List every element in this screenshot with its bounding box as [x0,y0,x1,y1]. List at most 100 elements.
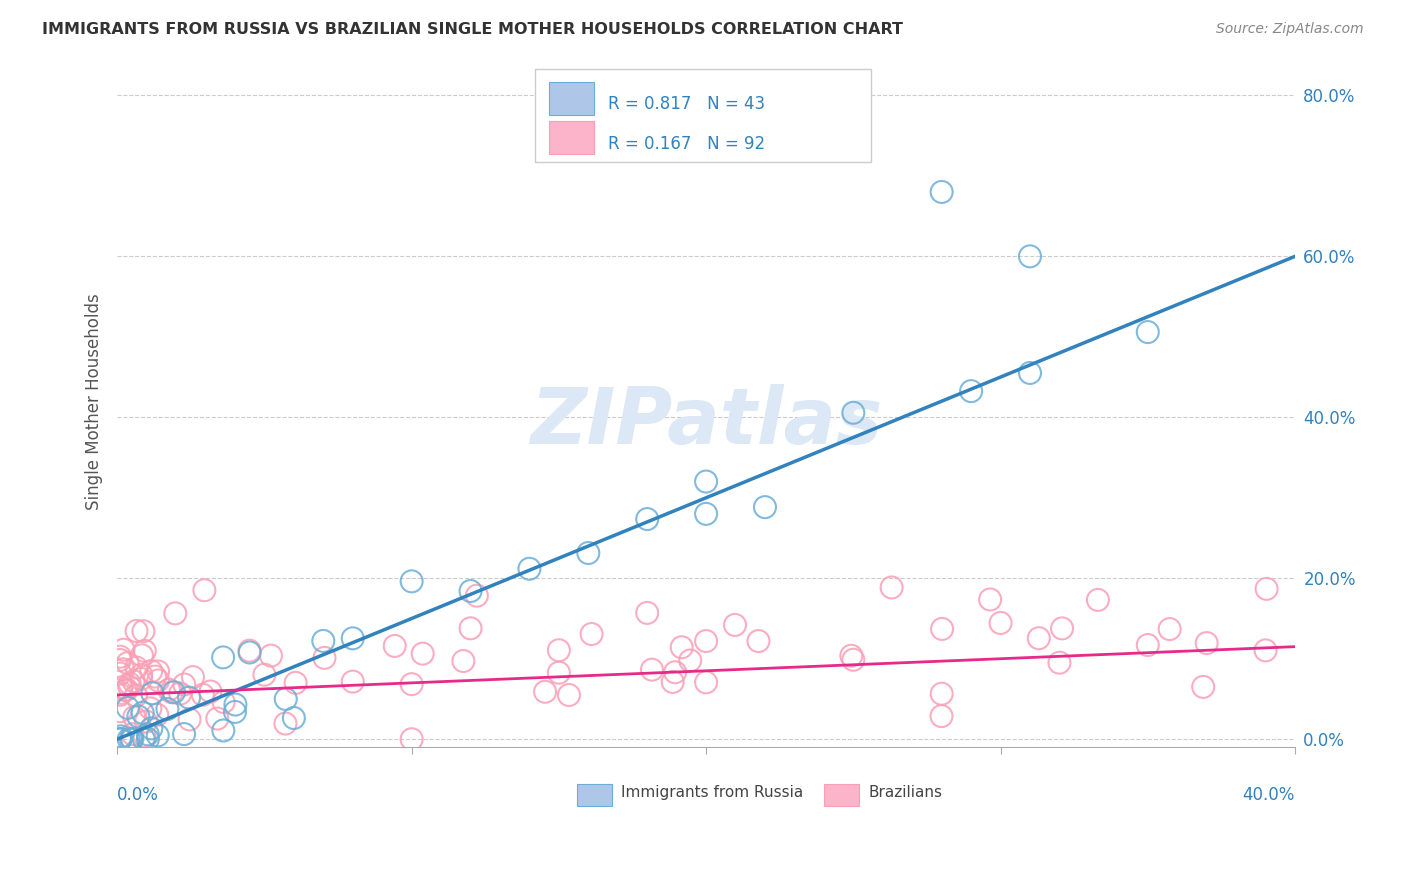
Point [671,640,693,655]
Point [1254,643,1277,657]
Point [547,665,569,680]
Point [224,705,246,719]
Point [412,647,434,661]
Point [141,664,163,678]
Point [108,732,131,747]
Point [239,646,262,660]
Point [460,584,482,599]
Point [1136,638,1159,652]
Point [135,714,157,729]
Point [146,707,169,722]
Point [146,728,169,742]
Point [931,185,953,199]
Point [173,727,195,741]
Point [401,732,423,747]
Text: ZIPatlas: ZIPatlas [530,384,882,460]
Point [110,730,132,744]
Point [181,670,204,684]
Point [125,689,148,703]
Point [274,716,297,731]
Point [960,384,983,398]
FancyBboxPatch shape [576,784,612,806]
Point [179,690,201,705]
Point [747,634,769,648]
Point [136,732,159,747]
Point [401,677,423,691]
Point [191,688,214,702]
Point [141,686,163,700]
Text: IMMIGRANTS FROM RUSSIA VS BRAZILIAN SINGLE MOTHER HOUSEHOLDS CORRELATION CHART: IMMIGRANTS FROM RUSSIA VS BRAZILIAN SING… [42,22,903,37]
Point [558,688,581,702]
Point [460,621,482,635]
FancyBboxPatch shape [536,69,870,162]
Point [165,607,187,621]
Point [173,677,195,691]
Point [1019,366,1042,380]
Point [342,632,364,646]
Point [724,618,747,632]
Point [695,675,717,690]
Point [110,686,132,700]
Point [160,685,183,699]
Text: R = 0.167   N = 92: R = 0.167 N = 92 [609,135,765,153]
Point [110,732,132,747]
Point [131,706,153,720]
Point [179,713,201,727]
Point [342,674,364,689]
Point [129,668,152,682]
Point [207,712,229,726]
Point [695,475,717,489]
Point [839,648,862,663]
Point [146,665,169,679]
Point [110,681,132,695]
Point [118,680,141,694]
Point [193,583,215,598]
Point [143,669,166,683]
Point [139,701,162,715]
Point [979,592,1001,607]
Point [664,665,686,680]
Point [695,507,717,521]
Point [200,684,222,698]
Point [112,662,135,676]
Point [212,650,235,665]
Point [212,695,235,709]
Point [157,682,180,697]
Point [401,574,423,589]
Point [146,673,169,688]
Point [132,624,155,639]
Point [118,676,141,690]
Point [931,687,953,701]
Point [117,656,139,670]
Point [112,642,135,657]
Point [880,581,903,595]
Point [122,710,145,724]
Text: 40.0%: 40.0% [1243,786,1295,805]
Point [1192,680,1215,694]
Point [224,698,246,712]
Point [453,654,475,668]
Point [990,615,1012,630]
Point [1195,636,1218,650]
Point [121,727,143,741]
Point [314,651,336,665]
Text: Brazilians: Brazilians [869,785,942,800]
Point [1087,593,1109,607]
Point [576,546,599,560]
FancyBboxPatch shape [550,121,595,154]
Point [931,709,953,723]
Point [534,685,557,699]
Point [274,692,297,706]
Point [312,634,335,648]
Point [134,729,156,743]
Text: Source: ZipAtlas.com: Source: ZipAtlas.com [1216,22,1364,37]
Point [679,653,702,667]
Point [108,666,131,681]
Point [842,653,865,667]
Text: 0.0%: 0.0% [117,786,159,805]
Point [283,711,305,725]
Point [1159,622,1181,636]
Point [114,683,136,698]
Point [115,682,138,697]
Point [212,723,235,738]
